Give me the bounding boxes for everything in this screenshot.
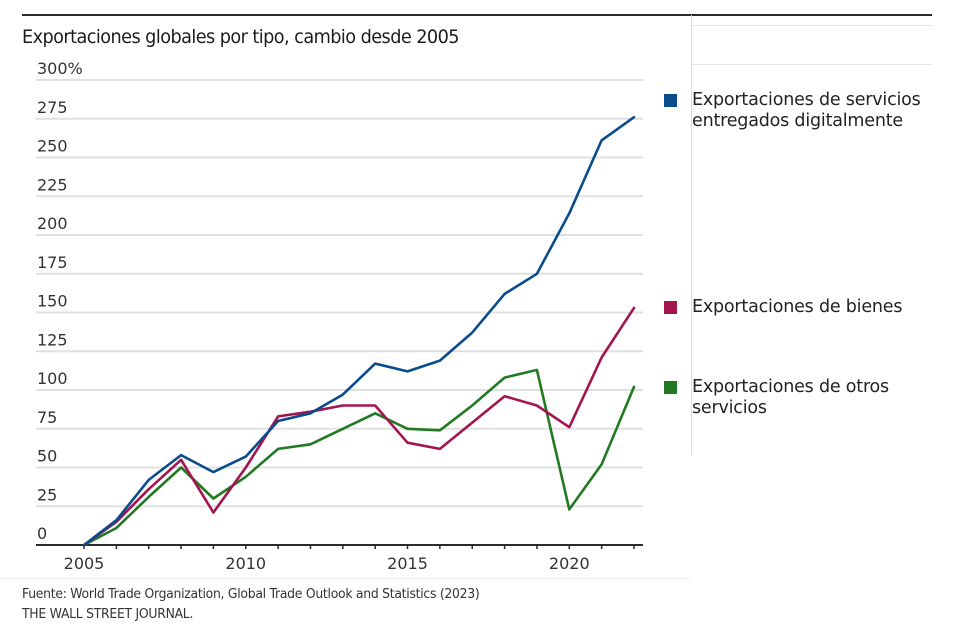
x-tick-label: 2005 (64, 554, 105, 573)
y-tick-label: 100 (37, 369, 68, 388)
legend-label: Exportaciones de servicios entregados dig… (692, 90, 942, 132)
x-axis: 2005 2010 2015 2020 (36, 544, 643, 573)
y-tick-label: 50 (37, 447, 57, 466)
y-tick-label: 225 (37, 175, 68, 194)
legend-label-line: Exportaciones de bienes (692, 297, 903, 317)
y-tick-label: 75 (37, 408, 57, 427)
legend-swatch (664, 301, 677, 314)
y-tick-label: 250 (37, 137, 68, 156)
y-tick-label: 25 (37, 485, 57, 504)
series-line-0 (82, 115, 636, 547)
legend-frame-line (691, 64, 932, 65)
y-tick-label: 275 (37, 98, 68, 117)
y-tick-label: 200 (37, 214, 68, 233)
y-axis-labels: 0 25 50 75 100 125 150 175 200 225 250 275 300% (37, 59, 83, 543)
legend-item: Exportaciones de otros servicios (664, 377, 942, 419)
legend-divider (691, 15, 692, 455)
legend-label: Exportaciones de bienes (692, 297, 942, 318)
y-tick-label: 125 (37, 330, 68, 349)
source-note: Fuente: World Trade Organization, Global… (22, 586, 480, 602)
series-line-2 (82, 368, 636, 547)
top-rule (22, 14, 932, 16)
legend-item: Exportaciones de bienes (664, 297, 942, 318)
y-tick-label: 175 (37, 253, 68, 272)
series-line-1 (82, 306, 636, 547)
y-tick-label: 0 (37, 524, 47, 543)
legend-label-line: entregados digitalmente (692, 111, 903, 131)
y-tick-label: 300% (37, 59, 83, 78)
x-tick-label: 2010 (225, 554, 266, 573)
series-lines (82, 115, 636, 547)
legend-swatch (664, 381, 677, 394)
legend-label: Exportaciones de otros servicios (692, 377, 942, 419)
legend-swatch (664, 94, 677, 107)
x-tick-label: 2015 (387, 554, 428, 573)
legend-frame-line (691, 25, 932, 26)
legend-label-line: Exportaciones de servicios (692, 90, 921, 110)
y-tick-label: 150 (37, 292, 68, 311)
legend-item: Exportaciones de servicios entregados dig… (664, 90, 942, 132)
publisher-credit: THE WALL STREET JOURNAL. (22, 606, 194, 622)
chart-title: Exportaciones globales por tipo, cambio … (22, 26, 460, 48)
footer-divider (0, 578, 690, 579)
x-tick-label: 2020 (549, 554, 590, 573)
legend-label-line: servicios (692, 398, 767, 418)
gridlines (36, 79, 643, 508)
legend-label-line: Exportaciones de otros (692, 377, 889, 397)
